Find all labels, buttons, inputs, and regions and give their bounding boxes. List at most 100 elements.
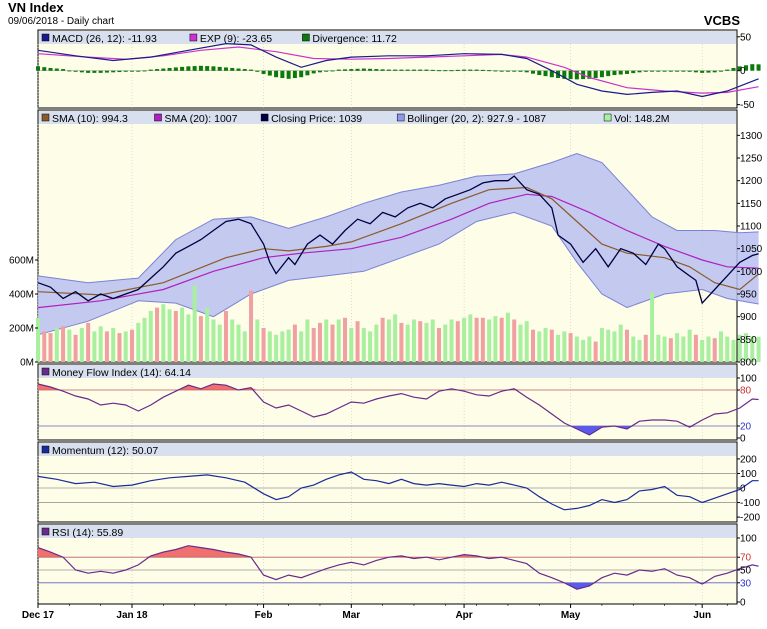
momentum-tick-label: 100 <box>740 469 757 480</box>
volume-bar <box>299 331 304 362</box>
macd-legend-bar <box>39 31 736 44</box>
divergence-bar <box>668 70 673 72</box>
divergence-bar <box>443 70 448 72</box>
price-tick-label: 850 <box>740 335 757 346</box>
divergence-bar <box>487 70 492 72</box>
volume-bar <box>718 331 723 362</box>
volume-bar <box>606 329 611 362</box>
volume-bar <box>549 329 554 362</box>
divergence-bar <box>731 67 736 71</box>
volume-bar <box>505 312 510 362</box>
divergence-bar <box>643 70 648 72</box>
volume-bar <box>568 333 573 362</box>
divergence-bar <box>92 70 97 73</box>
exp-line <box>37 46 759 94</box>
divergence-bar <box>111 70 116 73</box>
rsi-legend-bar <box>39 525 736 538</box>
divergence-bar <box>437 70 442 72</box>
volume-bar <box>581 339 586 362</box>
volume-bar <box>437 328 442 362</box>
divergence-bar <box>61 69 66 71</box>
divergence-bar <box>543 70 548 77</box>
divergence-bar <box>136 70 141 72</box>
volume-bar <box>393 314 398 362</box>
divergence-bar <box>530 70 535 74</box>
volume-tick-label: 200M <box>9 324 34 335</box>
volume-bar <box>430 319 435 362</box>
rsi-tick-label: 100 <box>740 534 757 545</box>
divergence-bar <box>675 70 680 72</box>
divergence-bar <box>462 69 467 71</box>
divergence-bar <box>211 66 216 71</box>
volume-bar <box>230 319 235 362</box>
rsi-line <box>37 545 759 590</box>
macd-legend-swatch <box>302 33 310 42</box>
volume-bar <box>330 324 335 362</box>
divergence-bar <box>36 66 40 71</box>
price-tick-label: 1050 <box>740 244 763 255</box>
rsi-tick-label: 0 <box>740 598 746 609</box>
volume-bar <box>317 322 322 362</box>
divergence-bar <box>593 70 598 79</box>
volume-bar <box>455 321 460 362</box>
mfi-legend-item: Money Flow Index (14): 64.14 <box>52 367 191 379</box>
volume-bar <box>361 328 366 362</box>
volume-bar <box>599 328 604 362</box>
volume-bar <box>706 336 711 362</box>
volume-bar <box>311 328 316 362</box>
momentum-legend-bar <box>39 443 736 456</box>
divergence-bar <box>274 70 279 78</box>
divergence-bar <box>405 69 410 71</box>
divergence-bar <box>142 70 147 72</box>
price-legend-swatch <box>603 113 612 122</box>
divergence-bar <box>343 69 348 71</box>
volume-bar <box>79 328 84 362</box>
volume-bar <box>267 331 272 362</box>
macd-legend-item: EXP (9): -23.65 <box>200 33 272 45</box>
volume-bar <box>54 328 59 362</box>
volume-bar <box>36 317 40 362</box>
volume-bar <box>92 331 97 362</box>
rsi-overbought-fill <box>38 545 759 558</box>
rsi-tick-label: 70 <box>740 553 752 564</box>
divergence-bar <box>311 70 316 74</box>
volume-bar <box>368 331 373 362</box>
divergence-bar <box>336 69 341 71</box>
volume-bar <box>462 317 467 362</box>
divergence-bar <box>192 66 197 71</box>
volume-bar <box>142 317 147 362</box>
divergence-bar <box>330 70 335 72</box>
volume-bar <box>73 334 78 362</box>
divergence-bar <box>249 69 254 71</box>
momentum-tick-label: -100 <box>740 498 760 509</box>
sma10-line <box>37 186 759 296</box>
divergence-bar <box>480 69 485 71</box>
volume-bar <box>744 333 749 362</box>
volume-bar <box>211 319 216 362</box>
x-tick-label: Dec 17 <box>22 610 55 621</box>
divergence-bar <box>499 70 504 72</box>
volume-bar <box>499 317 504 362</box>
volume-bar <box>86 322 91 362</box>
volume-bar <box>343 317 348 362</box>
divergence-bar <box>624 70 629 74</box>
volume-bar <box>449 319 454 362</box>
volume-bar <box>556 334 561 362</box>
volume-bar <box>675 333 680 362</box>
volume-bar <box>487 319 492 362</box>
price-tick-label: 1150 <box>740 199 762 210</box>
macd-tick-label: 0 <box>740 66 746 77</box>
momentum-legend-item: Momentum (12): 50.07 <box>52 445 158 457</box>
price-legend-item: Closing Price: 1039 <box>271 113 362 125</box>
divergence-bar <box>505 70 510 72</box>
volume-bar <box>261 328 266 362</box>
volume-bar <box>192 285 197 362</box>
volume-bar <box>349 328 354 362</box>
price-legend-swatch <box>41 113 50 122</box>
divergence-bar <box>267 70 272 76</box>
volume-bar <box>725 336 730 362</box>
volume-bar <box>731 339 736 362</box>
macd-tick-label: -50 <box>740 100 755 111</box>
price-tick-label: 1100 <box>740 222 762 233</box>
divergence-bar <box>161 68 166 71</box>
